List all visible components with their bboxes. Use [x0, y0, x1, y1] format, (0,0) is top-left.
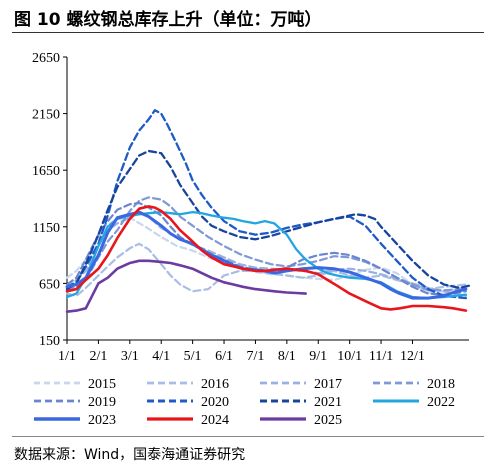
series-line-2020 — [65, 109, 468, 300]
legend-label-2022: 2022 — [427, 395, 455, 410]
x-tick-label: 10/1 — [337, 349, 362, 364]
series-line-2018 — [65, 196, 467, 292]
x-tick-label: 7/1 — [246, 349, 264, 364]
legend-label-2019: 2019 — [88, 395, 116, 410]
title-divider — [12, 32, 484, 33]
footer-divider — [12, 436, 484, 437]
x-tick-label: 3/1 — [121, 349, 139, 364]
y-tick-label: 650 — [39, 277, 60, 292]
legend-label-2020: 2020 — [201, 395, 229, 410]
legend-label-2016: 2016 — [201, 377, 229, 392]
series-line-2025 — [65, 259, 307, 313]
chart-legend: 2015 2016 2017 2018 2019 2020 2021 2022 2023 2024… — [34, 377, 455, 428]
chart-title: 图 10 螺纹钢总库存上升（单位：万吨） — [14, 10, 322, 30]
x-tick-label: 4/1 — [152, 349, 170, 364]
x-tick-label: 9/1 — [309, 349, 327, 364]
source-note: 数据来源：Wind，国泰海通证券研究 — [14, 447, 246, 463]
y-tick-label: 1150 — [33, 221, 60, 236]
series-line-2016 — [65, 242, 467, 297]
x-tick-label: 6/1 — [215, 349, 233, 364]
x-tick-label: 11/1 — [369, 349, 393, 364]
x-tick-label: 2/1 — [89, 349, 107, 364]
series-line-2021 — [65, 149, 471, 291]
x-tick-label: 8/1 — [278, 349, 296, 364]
series-line-2024 — [65, 205, 468, 312]
chart-axes: 150 650 1150 1650 2150 2650 1/1 2/1 3/1 4/1 5/1 6/1… — [32, 51, 469, 364]
legend-label-2017: 2017 — [314, 377, 342, 392]
x-tick-label: 5/1 — [184, 349, 202, 364]
legend-label-2015: 2015 — [88, 377, 116, 392]
chart-lines — [65, 109, 471, 313]
y-tick-label: 2650 — [32, 51, 60, 66]
y-tick-label: 1650 — [32, 164, 60, 179]
y-tick-label: 2150 — [32, 108, 60, 123]
x-tick-label: 1/1 — [58, 349, 76, 364]
legend-label-2018: 2018 — [427, 377, 455, 392]
legend-label-2023: 2023 — [88, 413, 116, 428]
legend-label-2024: 2024 — [201, 413, 229, 428]
x-tick-label: 12/1 — [400, 349, 425, 364]
series-line-2017 — [65, 212, 467, 297]
y-tick-label: 150 — [39, 334, 60, 349]
legend-label-2025: 2025 — [314, 413, 342, 428]
legend-label-2021: 2021 — [314, 395, 342, 410]
